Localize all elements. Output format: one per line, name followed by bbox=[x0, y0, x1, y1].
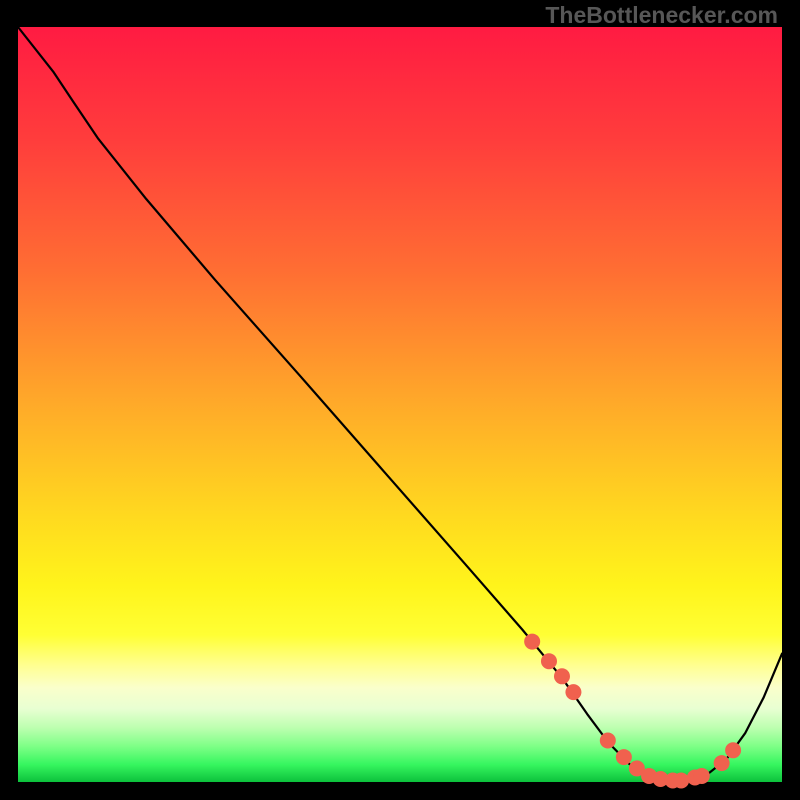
data-marker bbox=[725, 742, 741, 758]
plot-svg bbox=[0, 0, 800, 800]
data-marker bbox=[565, 684, 581, 700]
data-marker bbox=[694, 768, 710, 784]
data-marker bbox=[554, 668, 570, 684]
watermark-text: TheBottlenecker.com bbox=[545, 2, 778, 29]
data-marker bbox=[541, 653, 557, 669]
data-marker bbox=[714, 755, 730, 771]
data-marker bbox=[616, 749, 632, 765]
data-marker bbox=[673, 772, 689, 788]
gradient-background bbox=[18, 27, 782, 782]
data-marker bbox=[524, 634, 540, 650]
data-marker bbox=[600, 732, 616, 748]
